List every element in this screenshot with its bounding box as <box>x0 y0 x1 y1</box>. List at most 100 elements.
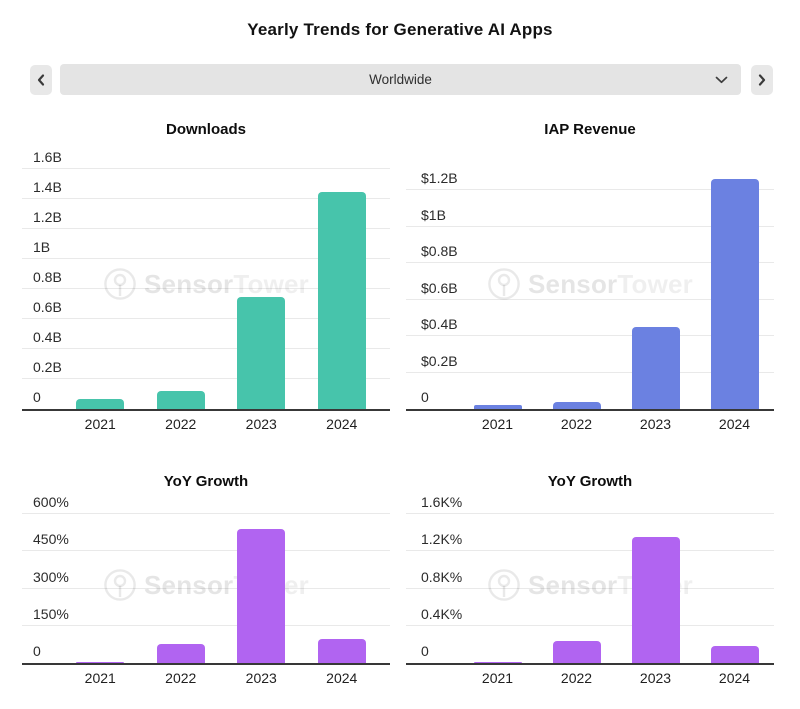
gridline <box>22 318 390 319</box>
x-tick-label: 2024 <box>718 670 751 686</box>
bar-2022[interactable] <box>156 391 205 409</box>
y-tick-label: 0 <box>33 389 41 405</box>
y-tick-label: $0.8B <box>421 243 458 259</box>
chart-title-downloads: Downloads <box>165 121 246 138</box>
region-select-value: Worldwide <box>369 72 432 87</box>
page-title: Yearly Trends for Generative AI Apps <box>247 20 553 39</box>
x-tick-label: 2023 <box>245 416 277 432</box>
y-tick-label: 600% <box>33 494 69 510</box>
y-tick-label: 0.6B <box>33 299 62 315</box>
bar-2021[interactable] <box>76 398 125 409</box>
y-tick-label: 1.2K% <box>421 531 463 548</box>
x-tick-label: 2023 <box>639 416 672 432</box>
x-tick-label: 2022 <box>560 416 593 432</box>
gridline <box>22 513 390 514</box>
sensor-tower-logo-icon <box>488 268 520 300</box>
chevron-left-icon <box>37 73 45 86</box>
gridline <box>406 189 774 190</box>
y-tick-label: $0.2B <box>421 352 458 369</box>
y-tick-label: 0 <box>421 643 429 659</box>
y-tick-label: 0 <box>421 389 429 405</box>
x-tick-label: 2021 <box>84 416 116 432</box>
y-tick-label: 0 <box>33 643 41 659</box>
chart-iap-revenue: IAP Revenue $1.2B $1B $0.8B $0.6B $0.4B $0.2B… <box>406 121 774 437</box>
bar-2022[interactable] <box>156 644 205 663</box>
gridline <box>22 258 390 259</box>
y-tick-label: $0.4B <box>421 316 458 332</box>
y-tick-label: 1.6B <box>33 149 62 165</box>
gridline <box>22 198 390 199</box>
bar-2024[interactable] <box>710 179 759 409</box>
y-tick-label: 0.2B <box>33 359 62 375</box>
bar-2024[interactable] <box>710 646 759 663</box>
gridline <box>406 298 774 300</box>
bar-2021[interactable] <box>473 405 522 409</box>
y-tick-label: 1.4B <box>33 179 62 195</box>
x-tick-label: 2023 <box>245 670 277 686</box>
chart-yoy-growth-downloads: YoY Growth 600%450%300%150%0SensorTower … <box>22 473 390 691</box>
bar-2024[interactable] <box>317 191 366 409</box>
gridline <box>22 348 390 349</box>
y-tick-label: $1B <box>421 206 446 223</box>
region-selector-row: Worldwide <box>30 64 773 95</box>
gridline <box>406 550 774 552</box>
chart-downloads: Downloads 1.6B 1.4B 1.2B 1B 0.8B 0.6B 0.4B 0.2B… <box>22 121 390 437</box>
bar-2022[interactable] <box>552 401 601 409</box>
y-tick-label: 0.4K% <box>421 605 463 622</box>
x-axis-labels-yoy-revenue: 2021 2022 2023 2024 <box>406 665 774 691</box>
bar-2024[interactable] <box>317 639 366 663</box>
next-button[interactable] <box>751 64 773 95</box>
watermark-text-sensor: Sensor <box>144 268 234 299</box>
y-tick-label: 300% <box>33 568 69 585</box>
x-tick-label: 2023 <box>639 670 672 686</box>
watermark-text-tower: Tower <box>617 268 693 299</box>
charts-grid: Downloads 1.6B 1.4B 1.2B 1B 0.8B 0.6B 0.4B 0.2B… <box>0 121 800 691</box>
bar-2023[interactable] <box>237 528 286 663</box>
sensor-tower-logo-icon <box>488 569 520 602</box>
watermark-text-sensor: Sensor <box>144 569 234 600</box>
gridline <box>406 587 774 589</box>
x-axis-labels-iap-revenue: 2021 2022 2023 2024 <box>406 411 774 437</box>
y-tick-label: 150% <box>33 605 69 622</box>
x-tick-label: 2022 <box>165 670 197 686</box>
bar-2022[interactable] <box>552 640 601 663</box>
chevron-down-icon <box>715 76 728 84</box>
gridline <box>406 335 774 336</box>
x-tick-label: 2021 <box>84 670 116 686</box>
chart-title-yoy-downloads: YoY Growth <box>163 473 249 490</box>
gridline <box>22 288 390 289</box>
y-tick-label: $1.2B <box>421 170 458 186</box>
x-tick-label: 2021 <box>481 416 514 432</box>
prev-button[interactable] <box>30 64 52 95</box>
y-tick-label: 0.8B <box>33 269 62 285</box>
gridline <box>406 371 774 373</box>
y-tick-label: 0.8K% <box>421 568 463 585</box>
x-axis-labels-yoy-downloads: 2021 2022 2023 2024 <box>22 665 390 691</box>
gridline <box>22 228 390 229</box>
bar-2021[interactable] <box>76 661 125 663</box>
y-tick-label: 1.2B <box>33 209 62 225</box>
x-axis-labels-downloads: 2021 2022 2023 2024 <box>22 411 390 437</box>
gridline <box>22 168 390 169</box>
gridline <box>406 225 774 227</box>
bar-2023[interactable] <box>631 326 680 409</box>
bar-2023[interactable] <box>237 296 286 409</box>
gridline <box>22 550 390 552</box>
chart-title-iap-revenue: IAP Revenue <box>544 121 636 138</box>
plot-area-iap-revenue: $1.2B $1B $0.8B $0.6B $0.4B $0.2B 0 SensorTower <box>406 149 774 411</box>
bar-2023[interactable] <box>631 537 680 663</box>
y-tick-label: $0.6B <box>421 279 458 296</box>
bar-2021[interactable] <box>473 661 522 663</box>
x-tick-label: 2024 <box>718 416 751 432</box>
plot-area-downloads: 1.6B 1.4B 1.2B 1B 0.8B 0.6B 0.4B 0.2B 0 SensorTow… <box>22 149 390 411</box>
y-tick-label: 0.4B <box>33 329 62 345</box>
x-tick-label: 2024 <box>326 416 358 432</box>
y-tick-label: 1.6K% <box>421 494 463 510</box>
y-tick-label: 1B <box>33 239 51 255</box>
y-tick-label: 450% <box>33 531 69 548</box>
sensor-tower-watermark: SensorTower <box>103 267 309 301</box>
region-select[interactable]: Worldwide <box>60 64 741 95</box>
sensor-tower-watermark: SensorTower <box>487 267 693 301</box>
